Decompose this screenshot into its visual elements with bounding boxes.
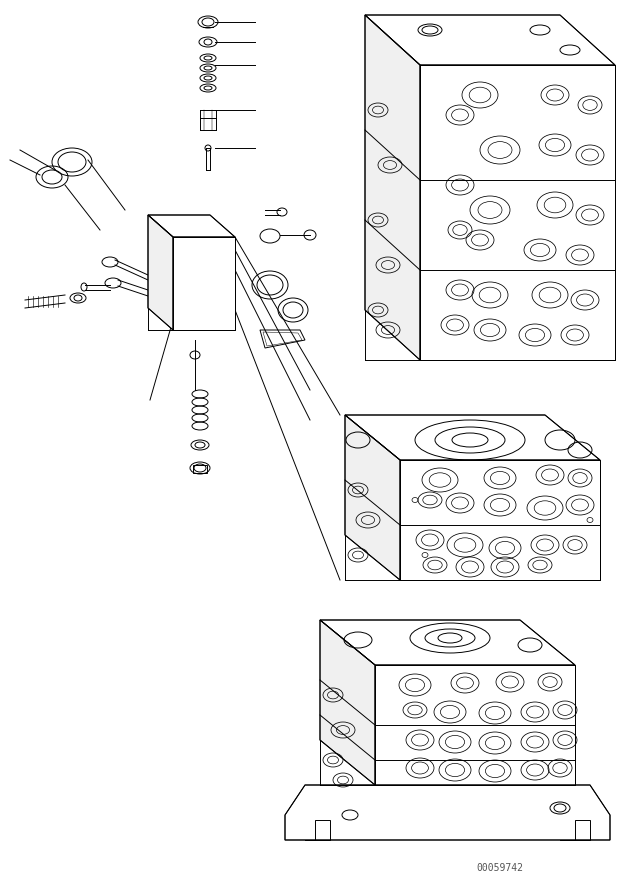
Polygon shape xyxy=(375,665,575,785)
Polygon shape xyxy=(148,215,173,330)
Polygon shape xyxy=(173,237,235,330)
Polygon shape xyxy=(320,620,375,785)
Polygon shape xyxy=(320,620,575,665)
Polygon shape xyxy=(365,15,420,360)
Polygon shape xyxy=(345,415,400,580)
Polygon shape xyxy=(345,415,600,460)
Polygon shape xyxy=(285,785,610,840)
Polygon shape xyxy=(148,215,235,237)
Polygon shape xyxy=(420,65,615,360)
Bar xyxy=(193,465,207,473)
Polygon shape xyxy=(400,460,600,580)
Polygon shape xyxy=(365,15,615,65)
Text: 00059742: 00059742 xyxy=(476,863,523,873)
